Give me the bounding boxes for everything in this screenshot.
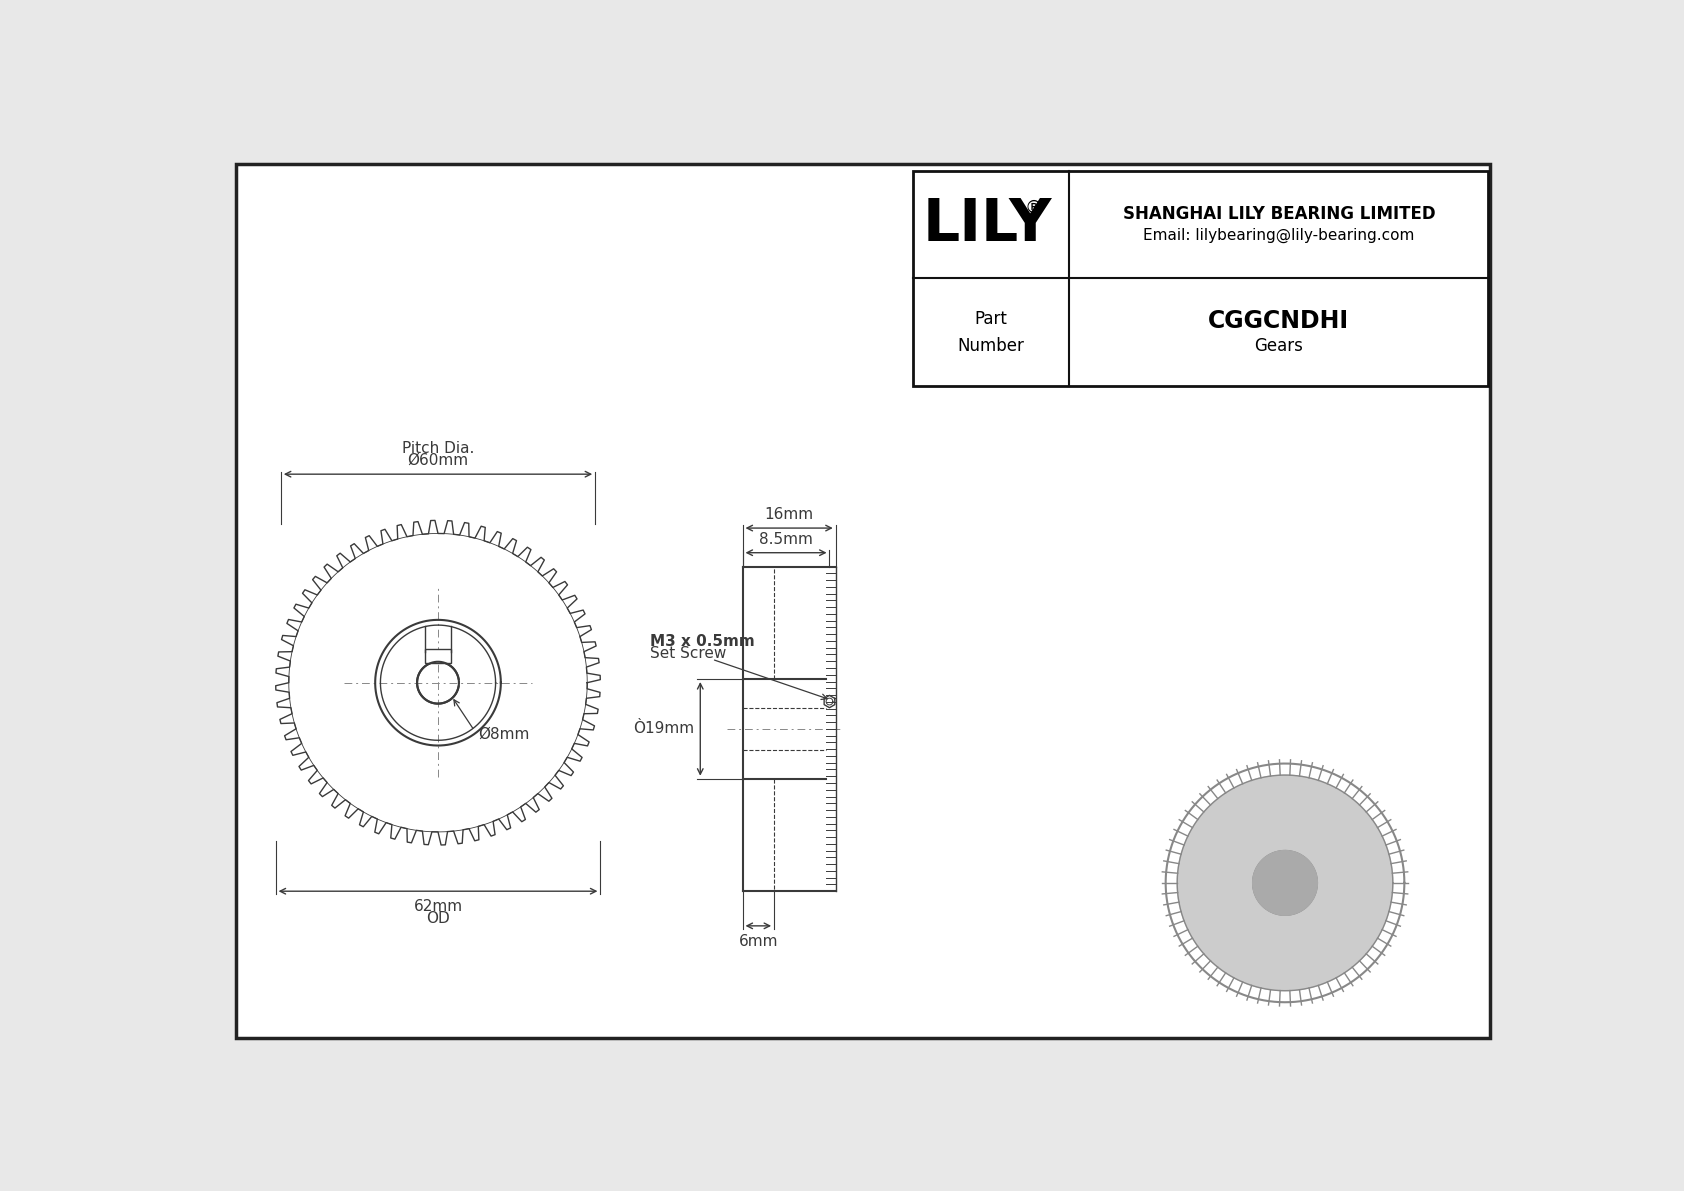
Text: OD: OD (426, 911, 450, 927)
Bar (426, 649, 451, 663)
Text: Ò19mm: Ò19mm (633, 722, 694, 736)
Text: Part
Number: Part Number (958, 310, 1024, 355)
Text: Gears: Gears (1255, 337, 1303, 355)
Text: CGGCNDHI: CGGCNDHI (1209, 308, 1349, 332)
Circle shape (1177, 775, 1393, 991)
Text: LILY: LILY (923, 197, 1052, 252)
Text: Set Screw: Set Screw (650, 647, 726, 661)
Circle shape (1253, 850, 1317, 915)
Text: M3 x 0.5mm: M3 x 0.5mm (650, 634, 754, 649)
Bar (913, 170, 1489, 386)
Text: Ø8mm: Ø8mm (478, 727, 529, 742)
Text: 6mm: 6mm (739, 934, 778, 948)
Text: SHANGHAI LILY BEARING LIMITED: SHANGHAI LILY BEARING LIMITED (1123, 205, 1435, 223)
Text: 62mm: 62mm (414, 899, 463, 913)
Text: Email: lilybearing@lily-bearing.com: Email: lilybearing@lily-bearing.com (1143, 227, 1415, 243)
Text: Pitch Dia.: Pitch Dia. (402, 441, 475, 456)
Text: ®: ® (1024, 199, 1042, 217)
Text: 8.5mm: 8.5mm (759, 531, 813, 547)
Text: 16mm: 16mm (765, 507, 813, 522)
Text: Ø60mm: Ø60mm (408, 453, 468, 468)
